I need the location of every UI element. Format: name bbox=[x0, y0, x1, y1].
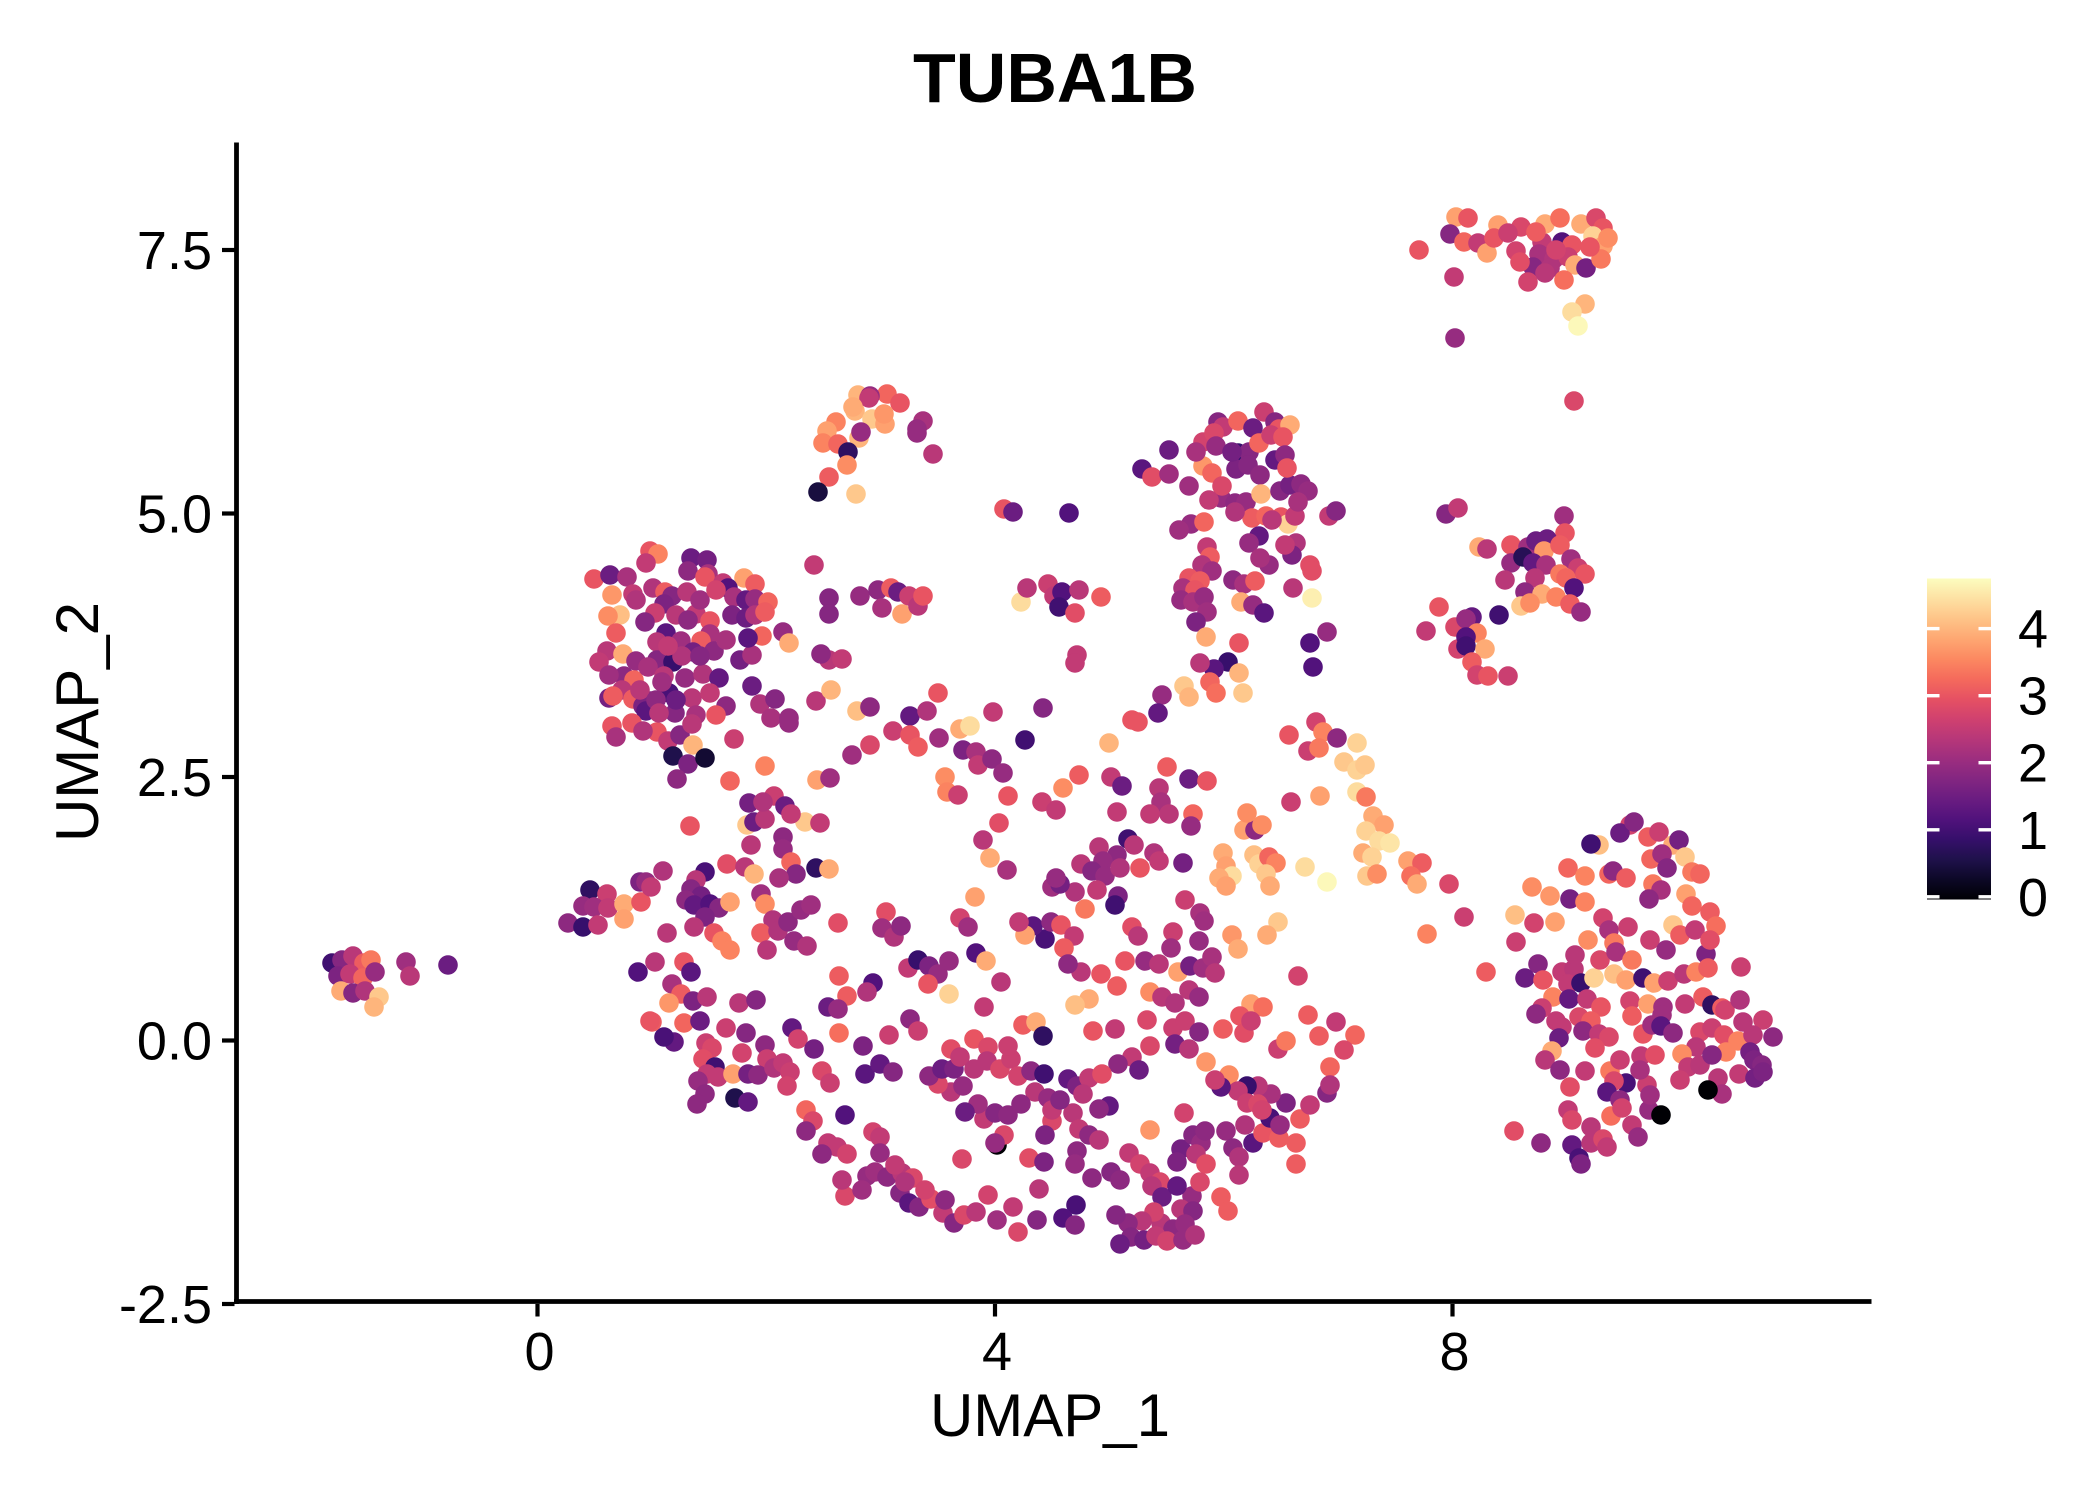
svg-text:0.0: 0.0 bbox=[137, 1012, 212, 1072]
svg-text:UMAP_1: UMAP_1 bbox=[930, 1382, 1170, 1449]
svg-text:7.5: 7.5 bbox=[137, 221, 212, 281]
svg-text:4: 4 bbox=[982, 1322, 1012, 1382]
svg-text:1: 1 bbox=[2018, 801, 2048, 861]
svg-text:UMAP_2: UMAP_2 bbox=[44, 602, 111, 842]
svg-text:4: 4 bbox=[2018, 600, 2048, 660]
svg-text:5.0: 5.0 bbox=[137, 485, 212, 545]
svg-text:3: 3 bbox=[2018, 667, 2048, 727]
svg-text:0: 0 bbox=[2018, 868, 2048, 928]
svg-text:-2.5: -2.5 bbox=[119, 1275, 212, 1335]
svg-text:8: 8 bbox=[1439, 1322, 1469, 1382]
svg-text:2: 2 bbox=[2018, 734, 2048, 794]
svg-text:TUBA1B: TUBA1B bbox=[913, 39, 1197, 117]
svg-text:0: 0 bbox=[524, 1322, 554, 1382]
svg-text:2.5: 2.5 bbox=[137, 748, 212, 808]
